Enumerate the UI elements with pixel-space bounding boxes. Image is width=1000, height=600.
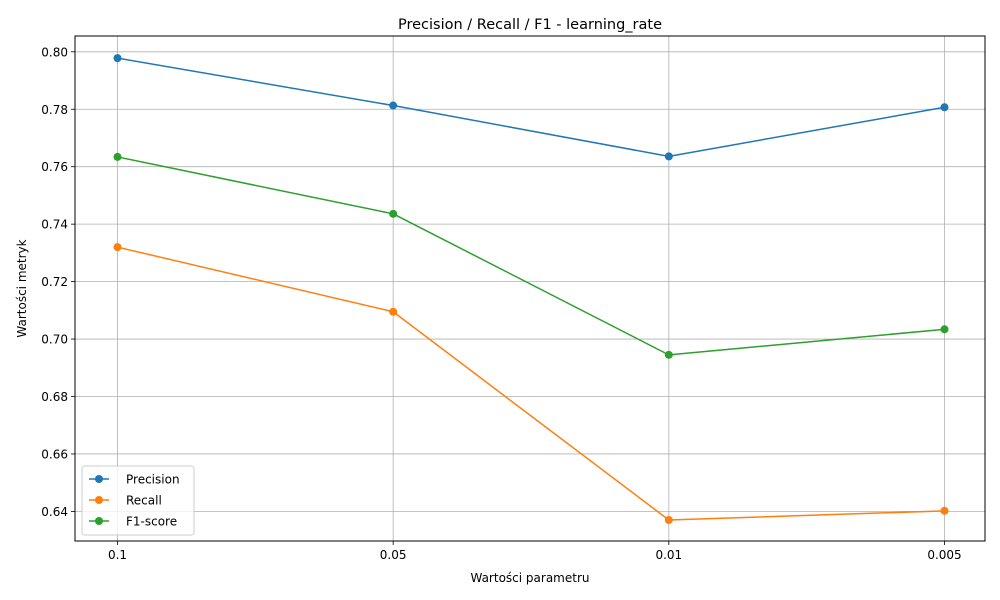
data-point-precision — [940, 103, 949, 112]
y-tick-label: 0.76 — [41, 160, 68, 174]
legend-marker-recall — [95, 496, 103, 504]
grid — [75, 36, 985, 541]
series-line-f1-score — [116, 156, 946, 356]
x-tick-label: 0.1 — [108, 548, 127, 562]
y-tick-label: 0.70 — [41, 333, 68, 347]
y-tick-label: 0.72 — [41, 275, 68, 289]
data-point-recall — [940, 506, 949, 515]
data-point-recall — [113, 243, 122, 252]
y-tick-label: 0.64 — [41, 505, 68, 519]
y-tick-label: 0.80 — [41, 45, 68, 59]
series-recall — [113, 243, 949, 525]
series-precision — [113, 54, 949, 161]
x-tick-label: 0.01 — [655, 548, 682, 562]
chart-title: Precision / Recall / F1 - learning_rate — [398, 17, 662, 33]
legend-label-f1-score: F1-score — [126, 515, 177, 529]
plot-frame — [74, 35, 986, 542]
legend-item-f1-score: F1-score — [89, 515, 177, 529]
legend-label-precision: Precision — [126, 473, 180, 487]
x-axis-title: Wartości parametru — [470, 571, 589, 585]
y-tick-label: 0.68 — [41, 390, 68, 404]
x-tick-label: 0.005 — [927, 548, 961, 562]
data-point-precision — [389, 101, 398, 110]
x-tick-label: 0.05 — [380, 548, 407, 562]
y-tick-label: 0.78 — [41, 103, 68, 117]
series-f1-score — [113, 152, 949, 359]
series-group — [113, 54, 949, 525]
y-tick-label: 0.74 — [41, 218, 68, 232]
data-point-f1-score — [940, 325, 949, 334]
legend-item-recall: Recall — [89, 494, 162, 508]
series-line-recall — [116, 246, 946, 521]
legend-box — [81, 465, 195, 536]
data-point-recall — [389, 307, 398, 316]
legend: Precision Recall F1-score — [81, 465, 195, 536]
data-point-f1-score — [113, 152, 122, 161]
legend-marker-f1-score — [95, 517, 103, 525]
data-point-f1-score — [389, 209, 398, 218]
legend-item-precision: Precision — [89, 473, 180, 487]
data-point-recall — [664, 516, 673, 525]
y-tick-label: 0.66 — [41, 447, 68, 461]
data-point-precision — [113, 54, 122, 63]
ticks: 0.1 0.05 0.01 0.005 0.64 0.66 0.68 0.70 0.72 0.74… — [41, 45, 961, 562]
series-line-precision — [116, 57, 946, 158]
legend-marker-precision — [95, 475, 103, 483]
data-point-precision — [664, 152, 673, 161]
y-axis-title: Wartości metryk — [15, 239, 29, 337]
legend-label-recall: Recall — [126, 494, 162, 508]
plot-area-background — [75, 36, 985, 541]
data-point-f1-score — [664, 350, 673, 359]
